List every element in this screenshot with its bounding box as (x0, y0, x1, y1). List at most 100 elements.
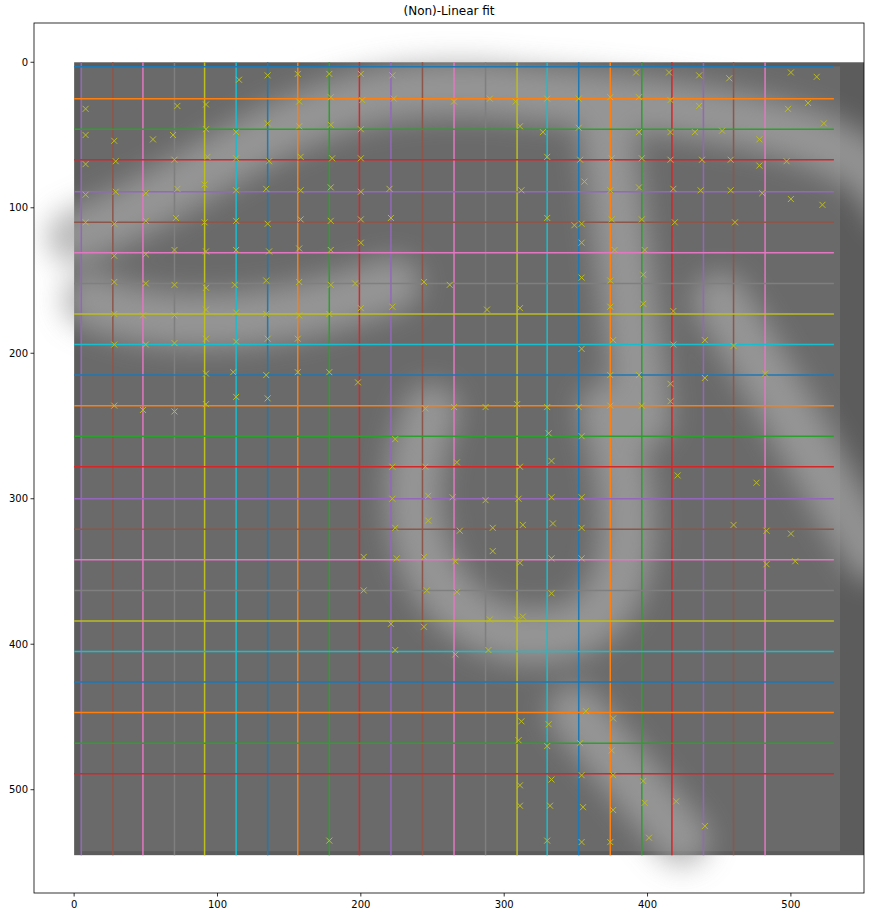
marker (263, 278, 269, 284)
marker (451, 99, 457, 105)
marker (609, 216, 615, 222)
marker (788, 196, 794, 202)
marker (352, 280, 358, 286)
marker (296, 123, 302, 129)
axes: 01002003004005000100200300400500 (9, 57, 801, 910)
marker (696, 72, 702, 78)
marker (607, 839, 613, 845)
marker (266, 248, 272, 254)
marker (640, 301, 646, 307)
fit-line (74, 681, 834, 683)
marker (263, 372, 269, 378)
marker (490, 548, 496, 554)
marker (517, 305, 523, 311)
marker (579, 525, 585, 531)
marker (672, 219, 678, 225)
plot-area (74, 62, 864, 855)
marker (764, 528, 770, 534)
marker (517, 464, 523, 470)
y-tick-label: 100 (9, 202, 28, 213)
marker (609, 155, 615, 161)
marker (728, 187, 734, 193)
marker (516, 737, 522, 743)
marker (548, 494, 554, 500)
marker (581, 179, 587, 185)
marker (546, 721, 552, 727)
marker (233, 155, 239, 161)
marker (636, 372, 642, 378)
y-tick-label: 200 (9, 348, 28, 359)
marker (263, 186, 269, 192)
x-tick (790, 893, 791, 897)
marker (111, 138, 117, 144)
marker (667, 97, 673, 103)
fit-line (74, 191, 834, 193)
marker (389, 72, 395, 78)
marker (296, 246, 302, 252)
marker (639, 216, 645, 222)
marker (203, 371, 209, 377)
fit-line (329, 62, 331, 855)
marker (328, 282, 334, 288)
marker (517, 803, 523, 809)
marker (484, 307, 490, 313)
marker (517, 782, 523, 788)
marker (422, 406, 428, 412)
marker (421, 624, 427, 630)
marker (203, 101, 209, 107)
marker (203, 401, 209, 407)
marker (612, 247, 618, 253)
marker (675, 472, 681, 478)
marker (236, 77, 242, 83)
marker (639, 403, 645, 409)
marker (544, 154, 550, 160)
marker (699, 157, 705, 163)
fit-line (74, 590, 834, 592)
marker (518, 187, 524, 193)
marker (358, 216, 364, 222)
marker (457, 528, 463, 534)
marker (143, 280, 149, 286)
marker (113, 158, 119, 164)
marker (764, 561, 770, 567)
marker (111, 342, 117, 348)
marker (546, 430, 552, 436)
y-tick (31, 353, 35, 354)
marker (579, 772, 585, 778)
marker (174, 103, 180, 109)
marker (392, 525, 398, 531)
fit-line (74, 773, 834, 775)
marker (329, 155, 335, 161)
marker (579, 494, 585, 500)
y-tick (31, 789, 35, 790)
marker (610, 337, 616, 343)
marker (233, 218, 239, 224)
marker (83, 106, 89, 112)
fit-line (74, 66, 834, 68)
marker (759, 190, 765, 196)
marker (230, 369, 236, 375)
marker (328, 247, 334, 253)
marker (805, 100, 811, 106)
marker (450, 494, 456, 500)
marker (389, 304, 395, 310)
marker (728, 157, 734, 163)
fit-line (74, 98, 834, 100)
marker (296, 312, 302, 318)
marker (784, 158, 790, 164)
fit-line (390, 62, 392, 855)
marker (298, 187, 304, 193)
marker (636, 129, 642, 135)
y-tick-label: 300 (9, 493, 28, 504)
marker (579, 275, 585, 281)
fit-line (546, 62, 548, 855)
marker (636, 184, 642, 190)
marker (483, 497, 489, 503)
fit-line (485, 62, 487, 855)
marker (143, 190, 149, 196)
marker (451, 404, 457, 410)
marker (111, 311, 117, 317)
y-tick-label: 400 (9, 639, 28, 650)
marker (140, 312, 146, 318)
marker (358, 126, 364, 132)
